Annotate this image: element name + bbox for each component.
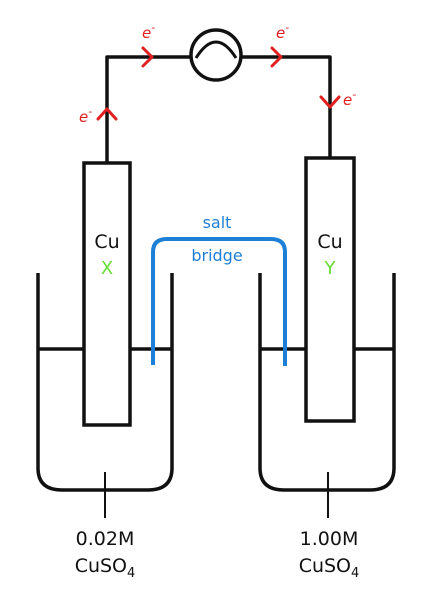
- wire-left: [105, 55, 191, 163]
- electrode-y-name: Y: [324, 258, 337, 279]
- electron-label: e-: [79, 105, 92, 126]
- solution-left-formula: CuSO4: [75, 555, 136, 581]
- electrode-y-material: Cu: [317, 231, 342, 253]
- electron-label: e-: [142, 21, 155, 42]
- solution-right-formula: CuSO4: [299, 555, 360, 581]
- electrode-x-material: Cu: [94, 231, 119, 253]
- salt-bridge-label-line2: bridge: [191, 246, 242, 265]
- solution-right-concentration: 1.00M: [300, 528, 359, 550]
- electron-arrows: [96, 46, 341, 121]
- wire-right: [241, 55, 332, 158]
- label-stems: [104, 472, 329, 518]
- electrode-x: [82, 161, 132, 427]
- electrode-y: [304, 156, 356, 423]
- electron-label: e-: [276, 21, 289, 42]
- electrode-x-name: X: [101, 258, 113, 279]
- arrow-down-icon: [319, 95, 341, 109]
- electron-labels: e- e- e- e-: [79, 21, 356, 126]
- arrow-right-icon: [270, 46, 283, 68]
- electron-label: e-: [343, 88, 356, 109]
- circuit-wires: [105, 55, 332, 163]
- galvanometer-icon: [189, 28, 243, 82]
- salt-bridge-label-line1: salt: [203, 213, 232, 232]
- salt-bridge: [151, 237, 287, 366]
- arrow-right-icon: [141, 46, 154, 68]
- arrow-up-icon: [96, 107, 118, 121]
- solution-left-concentration: 0.02M: [76, 528, 135, 550]
